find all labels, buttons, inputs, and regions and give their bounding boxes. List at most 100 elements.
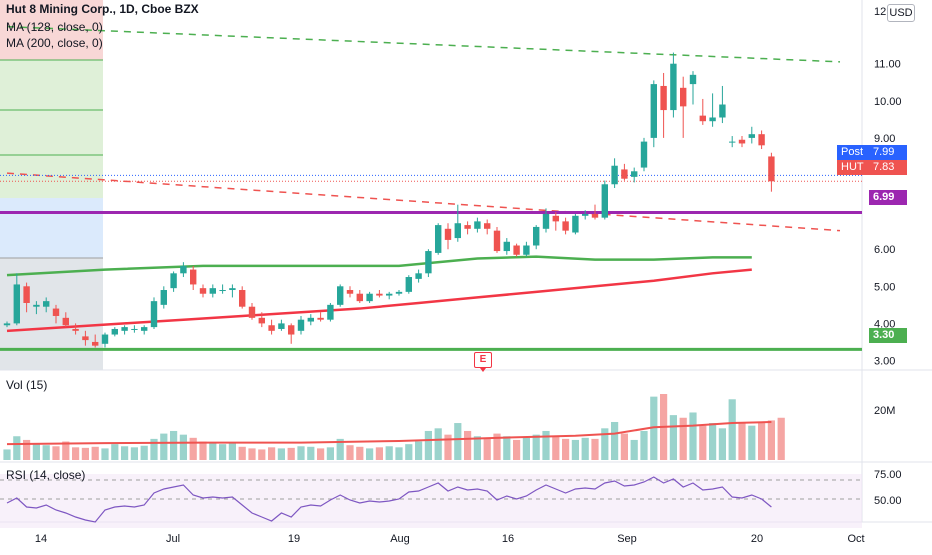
candle-body [562, 221, 569, 231]
time-tick-label: Jul [166, 533, 180, 545]
candle-body [670, 63, 677, 111]
price-tick-label: 9.00 [874, 133, 895, 145]
candle-body [72, 328, 79, 331]
volume-bar [375, 447, 383, 460]
earnings-marker[interactable]: E [474, 352, 492, 372]
volume-bar [297, 446, 305, 460]
volume-bar [483, 438, 491, 460]
rsi-legend[interactable]: RSI (14, close) [6, 468, 86, 482]
volume-bar [23, 439, 31, 460]
candle-body [82, 336, 89, 341]
upper-trendline [6, 25, 841, 63]
volume-bar [130, 447, 138, 460]
candle-body [366, 293, 373, 302]
volume-bar [434, 428, 442, 460]
volume-bar [336, 438, 344, 460]
upper-level-tag: 6.99 [869, 190, 907, 205]
volume-bar [228, 443, 236, 460]
volume-bar [758, 423, 766, 460]
candle-body [640, 141, 648, 168]
candle-body [52, 308, 60, 316]
candle-body [33, 304, 40, 307]
candle-body [13, 284, 20, 324]
volume-legend[interactable]: Vol (15) [6, 378, 48, 392]
ma128-legend[interactable]: MA (128, close, 0) [6, 20, 103, 34]
volume-bar [111, 444, 119, 460]
candle-body [180, 265, 187, 274]
candle-body [92, 341, 99, 346]
candle-body [43, 301, 50, 307]
volume-bar [385, 446, 393, 460]
candle-body [484, 223, 491, 229]
candle-body [572, 215, 579, 233]
volume-bar [170, 430, 178, 460]
price-tick-label: 5.00 [874, 281, 895, 293]
candle-body [415, 273, 422, 279]
candle-body [533, 226, 540, 246]
volume-bar [777, 417, 785, 460]
price-tick-label: 4.00 [874, 318, 895, 330]
lower-level-tag: 3.30 [869, 328, 907, 343]
volume-bar [473, 436, 481, 460]
candle-body [23, 286, 30, 303]
candle-body [689, 74, 697, 85]
candle-body [160, 290, 167, 305]
candle-body [601, 184, 608, 218]
candle-body [435, 225, 442, 253]
candle-body [758, 134, 765, 146]
volume-bar [277, 448, 285, 460]
volume-bar [767, 420, 775, 460]
candle-body [699, 115, 706, 122]
rsi-tick-label: 75.00 [874, 469, 902, 481]
volume-bar [728, 399, 736, 460]
candle-body [219, 290, 226, 292]
candle-body [611, 165, 618, 185]
volume-bar [52, 446, 60, 460]
volume-bar [219, 444, 227, 460]
hut-tag-label: HUT [837, 160, 869, 175]
candle-body [591, 213, 599, 218]
volume-bar [630, 439, 638, 460]
candle-body [141, 327, 148, 331]
candle-body [258, 317, 265, 324]
candle-body [278, 323, 285, 329]
volume-bar [307, 446, 315, 460]
ma200-legend[interactable]: MA (200, close, 0) [6, 36, 103, 50]
volume-bar [366, 448, 374, 460]
currency-button[interactable]: USD [887, 4, 915, 22]
volume-bar [405, 444, 413, 460]
candle-body [582, 213, 589, 216]
volume-bar [91, 446, 99, 460]
time-tick-label: 16 [502, 533, 514, 545]
candle-body [376, 293, 383, 296]
volume-bar [493, 433, 501, 460]
time-tick-label: 19 [288, 533, 300, 545]
ma200-line [6, 255, 752, 277]
candle-body [395, 291, 403, 294]
volume-bar [591, 438, 599, 460]
volume-bar [317, 448, 325, 460]
candle-body [190, 269, 197, 285]
candle-body [631, 171, 638, 177]
candle-body [3, 323, 11, 326]
symbol-legend[interactable]: Hut 8 Mining Corp., 1D, Cboe BZX [6, 2, 199, 16]
price-tick-label: 12 [874, 6, 886, 18]
candle-body [288, 325, 295, 335]
candle-body [464, 225, 471, 229]
volume-bar [179, 434, 187, 460]
candle-body [542, 213, 550, 229]
rsi-band [0, 474, 862, 528]
volume-bar [81, 447, 89, 460]
volume-bar [415, 441, 423, 460]
volume-bar [258, 449, 266, 460]
volume-bar [542, 430, 550, 460]
candle-body [444, 228, 452, 240]
volume-bar [42, 445, 50, 460]
volume-bar [72, 447, 80, 460]
volume-bar [503, 436, 511, 460]
volume-bar [160, 433, 168, 460]
candle-body [337, 286, 344, 305]
rsi-tick-label: 50.00 [874, 495, 902, 507]
